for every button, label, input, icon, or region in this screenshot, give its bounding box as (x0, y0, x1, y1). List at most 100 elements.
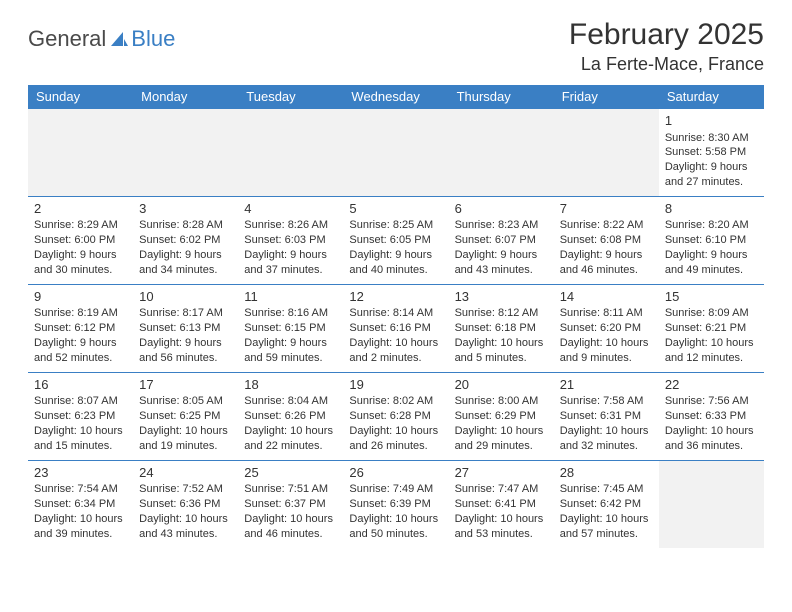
dayname-header: Monday (133, 85, 238, 108)
calendar-cell: 16Sunrise: 8:07 AMSunset: 6:23 PMDayligh… (28, 372, 133, 460)
sunset-line: Sunset: 6:28 PM (349, 409, 442, 424)
sunset-line: Sunset: 6:02 PM (139, 233, 232, 248)
sunset-line: Sunset: 6:16 PM (349, 321, 442, 336)
logo-sail-icon (109, 30, 129, 48)
daylight-line: Daylight: 10 hours and 22 minutes. (244, 424, 337, 454)
sunset-line: Sunset: 6:41 PM (455, 497, 548, 512)
daylight-line: Daylight: 10 hours and 9 minutes. (560, 336, 653, 366)
sunrise-line: Sunrise: 8:00 AM (455, 394, 548, 409)
sunrise-line: Sunrise: 8:30 AM (665, 131, 758, 146)
day-number: 26 (349, 464, 442, 482)
calendar-cell: 6Sunrise: 8:23 AMSunset: 6:07 PMDaylight… (449, 196, 554, 284)
calendar-cell-empty (28, 108, 133, 196)
sunset-line: Sunset: 6:05 PM (349, 233, 442, 248)
calendar-cell: 14Sunrise: 8:11 AMSunset: 6:20 PMDayligh… (554, 284, 659, 372)
calendar-cell: 26Sunrise: 7:49 AMSunset: 6:39 PMDayligh… (343, 460, 448, 548)
sunset-line: Sunset: 6:15 PM (244, 321, 337, 336)
daylight-line: Daylight: 9 hours and 40 minutes. (349, 248, 442, 278)
day-number: 18 (244, 376, 337, 394)
day-number: 11 (244, 288, 337, 306)
day-number: 15 (665, 288, 758, 306)
calendar-cell: 17Sunrise: 8:05 AMSunset: 6:25 PMDayligh… (133, 372, 238, 460)
calendar-cell: 24Sunrise: 7:52 AMSunset: 6:36 PMDayligh… (133, 460, 238, 548)
sunset-line: Sunset: 6:03 PM (244, 233, 337, 248)
day-number: 10 (139, 288, 232, 306)
sunrise-line: Sunrise: 8:05 AM (139, 394, 232, 409)
calendar-cell-empty (133, 108, 238, 196)
daylight-line: Daylight: 9 hours and 46 minutes. (560, 248, 653, 278)
daylight-line: Daylight: 9 hours and 52 minutes. (34, 336, 127, 366)
daylight-line: Daylight: 10 hours and 12 minutes. (665, 336, 758, 366)
dayname-header: Friday (554, 85, 659, 108)
sunrise-line: Sunrise: 8:16 AM (244, 306, 337, 321)
daylight-line: Daylight: 10 hours and 46 minutes. (244, 512, 337, 542)
daylight-line: Daylight: 10 hours and 15 minutes. (34, 424, 127, 454)
logo-text-2: Blue (131, 26, 175, 52)
sunrise-line: Sunrise: 8:07 AM (34, 394, 127, 409)
daylight-line: Daylight: 10 hours and 43 minutes. (139, 512, 232, 542)
day-number: 6 (455, 200, 548, 218)
calendar-cell: 11Sunrise: 8:16 AMSunset: 6:15 PMDayligh… (238, 284, 343, 372)
month-title: February 2025 (569, 18, 764, 52)
sunrise-line: Sunrise: 7:51 AM (244, 482, 337, 497)
calendar-cell: 27Sunrise: 7:47 AMSunset: 6:41 PMDayligh… (449, 460, 554, 548)
daylight-line: Daylight: 9 hours and 27 minutes. (665, 160, 758, 190)
logo: General Blue (28, 18, 175, 52)
sunset-line: Sunset: 6:12 PM (34, 321, 127, 336)
sunset-line: Sunset: 6:39 PM (349, 497, 442, 512)
calendar-cell: 15Sunrise: 8:09 AMSunset: 6:21 PMDayligh… (659, 284, 764, 372)
day-number: 25 (244, 464, 337, 482)
calendar-cell: 13Sunrise: 8:12 AMSunset: 6:18 PMDayligh… (449, 284, 554, 372)
daylight-line: Daylight: 9 hours and 49 minutes. (665, 248, 758, 278)
day-number: 20 (455, 376, 548, 394)
calendar-cell-empty (238, 108, 343, 196)
sunset-line: Sunset: 6:21 PM (665, 321, 758, 336)
daylight-line: Daylight: 9 hours and 37 minutes. (244, 248, 337, 278)
sunrise-line: Sunrise: 8:02 AM (349, 394, 442, 409)
header-row: General Blue February 2025 La Ferte-Mace… (28, 18, 764, 75)
sunrise-line: Sunrise: 8:26 AM (244, 218, 337, 233)
daylight-line: Daylight: 10 hours and 19 minutes. (139, 424, 232, 454)
sunrise-line: Sunrise: 8:25 AM (349, 218, 442, 233)
calendar-cell-empty (659, 460, 764, 548)
sunset-line: Sunset: 6:26 PM (244, 409, 337, 424)
calendar-cell: 1Sunrise: 8:30 AMSunset: 5:58 PMDaylight… (659, 108, 764, 196)
daylight-line: Daylight: 9 hours and 34 minutes. (139, 248, 232, 278)
sunrise-line: Sunrise: 7:58 AM (560, 394, 653, 409)
sunset-line: Sunset: 6:34 PM (34, 497, 127, 512)
sunrise-line: Sunrise: 8:12 AM (455, 306, 548, 321)
sunrise-line: Sunrise: 8:17 AM (139, 306, 232, 321)
sunset-line: Sunset: 6:13 PM (139, 321, 232, 336)
day-number: 14 (560, 288, 653, 306)
sunset-line: Sunset: 6:36 PM (139, 497, 232, 512)
daylight-line: Daylight: 9 hours and 56 minutes. (139, 336, 232, 366)
daylight-line: Daylight: 10 hours and 32 minutes. (560, 424, 653, 454)
day-number: 19 (349, 376, 442, 394)
sunset-line: Sunset: 6:20 PM (560, 321, 653, 336)
calendar-cell: 9Sunrise: 8:19 AMSunset: 6:12 PMDaylight… (28, 284, 133, 372)
sunset-line: Sunset: 6:37 PM (244, 497, 337, 512)
dayname-header: Wednesday (343, 85, 448, 108)
sunset-line: Sunset: 6:00 PM (34, 233, 127, 248)
calendar-cell: 4Sunrise: 8:26 AMSunset: 6:03 PMDaylight… (238, 196, 343, 284)
sunset-line: Sunset: 6:07 PM (455, 233, 548, 248)
daylight-line: Daylight: 10 hours and 39 minutes. (34, 512, 127, 542)
calendar-cell: 7Sunrise: 8:22 AMSunset: 6:08 PMDaylight… (554, 196, 659, 284)
calendar-cell: 8Sunrise: 8:20 AMSunset: 6:10 PMDaylight… (659, 196, 764, 284)
sunset-line: Sunset: 6:29 PM (455, 409, 548, 424)
sunrise-line: Sunrise: 8:20 AM (665, 218, 758, 233)
daylight-line: Daylight: 10 hours and 53 minutes. (455, 512, 548, 542)
sunrise-line: Sunrise: 7:47 AM (455, 482, 548, 497)
sunrise-line: Sunrise: 7:56 AM (665, 394, 758, 409)
daylight-line: Daylight: 10 hours and 26 minutes. (349, 424, 442, 454)
day-number: 7 (560, 200, 653, 218)
dayname-header: Thursday (449, 85, 554, 108)
sunrise-line: Sunrise: 7:52 AM (139, 482, 232, 497)
day-number: 13 (455, 288, 548, 306)
daylight-line: Daylight: 9 hours and 59 minutes. (244, 336, 337, 366)
sunrise-line: Sunrise: 8:14 AM (349, 306, 442, 321)
day-number: 28 (560, 464, 653, 482)
calendar-cell: 28Sunrise: 7:45 AMSunset: 6:42 PMDayligh… (554, 460, 659, 548)
day-number: 5 (349, 200, 442, 218)
day-number: 17 (139, 376, 232, 394)
